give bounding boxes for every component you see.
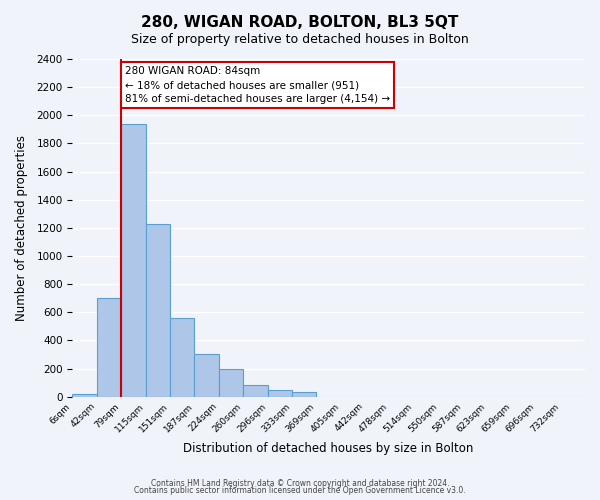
Bar: [170, 318, 194, 396]
Bar: [97, 298, 121, 396]
Text: Size of property relative to detached houses in Bolton: Size of property relative to detached ho…: [131, 32, 469, 46]
Bar: [243, 386, 268, 396]
Text: 280 WIGAN ROAD: 84sqm
← 18% of detached houses are smaller (951)
81% of semi-det: 280 WIGAN ROAD: 84sqm ← 18% of detached …: [125, 66, 390, 104]
Y-axis label: Number of detached properties: Number of detached properties: [15, 135, 28, 321]
Bar: [146, 224, 170, 396]
Text: 280, WIGAN ROAD, BOLTON, BL3 5QT: 280, WIGAN ROAD, BOLTON, BL3 5QT: [142, 15, 458, 30]
Bar: [292, 392, 316, 396]
Text: Contains HM Land Registry data © Crown copyright and database right 2024.: Contains HM Land Registry data © Crown c…: [151, 478, 449, 488]
X-axis label: Distribution of detached houses by size in Bolton: Distribution of detached houses by size …: [184, 442, 474, 455]
Bar: [73, 394, 97, 396]
Text: Contains public sector information licensed under the Open Government Licence v3: Contains public sector information licen…: [134, 486, 466, 495]
Bar: [268, 390, 292, 396]
Bar: [219, 368, 243, 396]
Bar: [194, 354, 219, 397]
Bar: [121, 124, 146, 396]
